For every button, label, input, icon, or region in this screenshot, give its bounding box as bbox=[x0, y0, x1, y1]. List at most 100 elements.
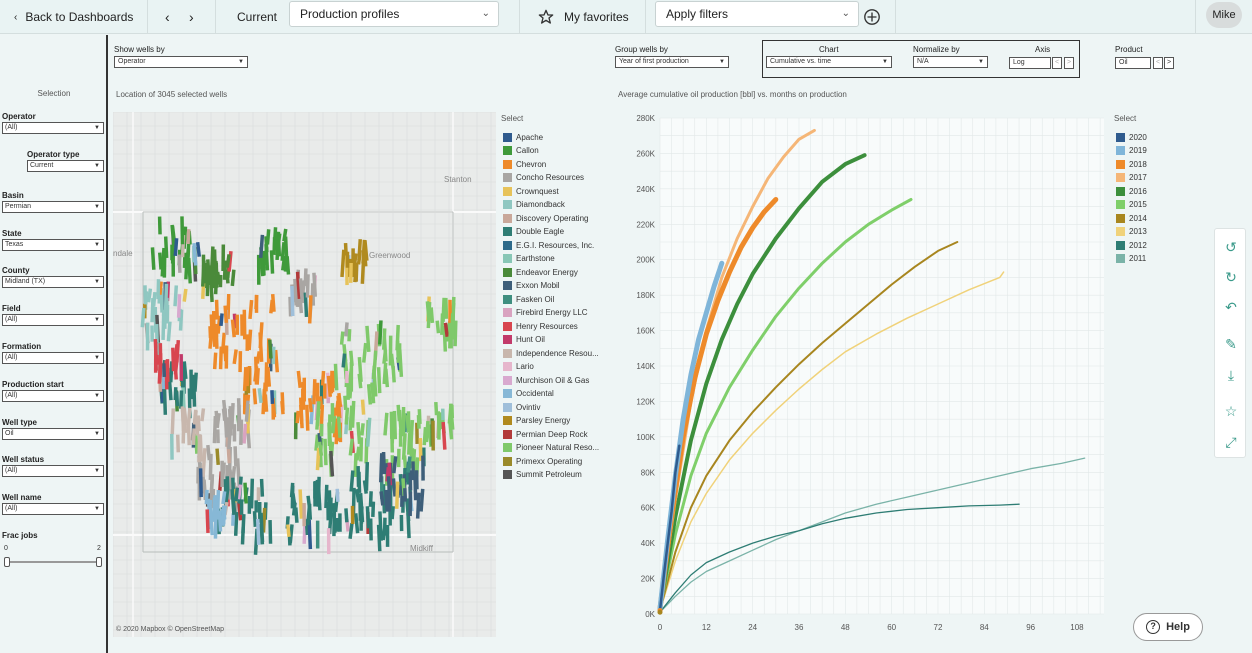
map-place-label: Greenwood bbox=[369, 251, 411, 260]
legend-item[interactable]: 2011 bbox=[1116, 253, 1146, 265]
map-canvas[interactable] bbox=[113, 112, 496, 637]
legend-item[interactable]: Pioneer Natural Reso... bbox=[503, 442, 599, 454]
filter-select[interactable]: (All) ▼ bbox=[2, 122, 104, 134]
well-segment bbox=[357, 471, 362, 494]
legend-item[interactable]: 2020 bbox=[1116, 131, 1147, 143]
normalize-select[interactable]: N/A ▼ bbox=[913, 56, 988, 68]
slider-max-handle[interactable] bbox=[96, 557, 102, 567]
fullscreen-button[interactable]: ⤢ bbox=[1221, 432, 1241, 452]
legend-item[interactable]: Discovery Operating bbox=[503, 212, 588, 224]
slider-min-handle[interactable] bbox=[4, 557, 10, 567]
legend-label: 2014 bbox=[1129, 213, 1147, 223]
redo-button[interactable]: ↻ bbox=[1221, 267, 1241, 287]
legend-item[interactable]: Crownquest bbox=[503, 185, 559, 197]
well-segment bbox=[224, 488, 230, 503]
legend-item[interactable]: 2015 bbox=[1116, 199, 1147, 211]
legend-item[interactable]: E.G.I. Resources, Inc. bbox=[503, 239, 594, 251]
product-prev-button[interactable]: < bbox=[1153, 57, 1163, 69]
filter-select[interactable]: Current ▼ bbox=[27, 160, 104, 172]
legend-item[interactable]: 2012 bbox=[1116, 239, 1147, 251]
filter-select[interactable]: Texas ▼ bbox=[2, 239, 104, 251]
filter-select[interactable]: Permian ▼ bbox=[2, 201, 104, 213]
axis-prev-button[interactable]: < bbox=[1052, 57, 1062, 69]
group-wells-select[interactable]: Year of first production ▼ bbox=[615, 56, 729, 68]
legend-label: Exxon Mobil bbox=[516, 281, 560, 290]
filter-select[interactable]: (All) ▼ bbox=[2, 465, 104, 477]
well-location-map[interactable]: Stanton Greenwood Midkiff ndale © 2020 M… bbox=[113, 112, 496, 637]
legend-item[interactable]: Diamondback bbox=[503, 199, 565, 211]
show-wells-select[interactable]: Operator ▼ bbox=[114, 56, 248, 68]
legend-item[interactable]: Exxon Mobil bbox=[503, 280, 560, 292]
dropdown-arrow-icon: ▼ bbox=[238, 59, 244, 65]
revert-button[interactable]: ↶ bbox=[1221, 297, 1241, 317]
help-button[interactable]: ? Help bbox=[1133, 613, 1203, 641]
back-to-dashboards-button[interactable]: ‹ Back to Dashboards bbox=[14, 0, 133, 34]
legend-item[interactable]: Endeavor Energy bbox=[503, 266, 578, 278]
dropdown-arrow-icon: ▼ bbox=[94, 125, 100, 131]
well-segment bbox=[426, 301, 432, 329]
legend-item[interactable]: Firebird Energy LLC bbox=[503, 307, 588, 319]
filter-select[interactable]: (All) ▼ bbox=[2, 314, 104, 326]
legend-item[interactable]: Double Eagle bbox=[503, 226, 564, 238]
legend-item[interactable]: 2018 bbox=[1116, 158, 1147, 170]
product-next-button[interactable]: > bbox=[1164, 57, 1174, 69]
legend-item[interactable]: Parsley Energy bbox=[503, 415, 570, 427]
well-segment bbox=[450, 313, 455, 329]
history-back-button[interactable]: ‹ bbox=[165, 0, 170, 34]
well-segment bbox=[206, 444, 212, 461]
well-segment bbox=[381, 484, 387, 514]
x-tick-label: 0 bbox=[658, 623, 663, 632]
legend-item[interactable]: Concho Resources bbox=[503, 172, 584, 184]
well-segment bbox=[376, 524, 382, 552]
frac-jobs-slider[interactable] bbox=[6, 561, 101, 563]
well-segment bbox=[406, 456, 412, 473]
legend-item[interactable]: 2019 bbox=[1116, 145, 1147, 157]
legend-item[interactable]: 2014 bbox=[1116, 212, 1147, 224]
download-button[interactable]: ⤓ bbox=[1221, 365, 1241, 385]
well-segment bbox=[218, 346, 223, 370]
axis-select[interactable]: Log bbox=[1009, 57, 1051, 69]
filter-select[interactable]: (All) ▼ bbox=[2, 352, 104, 364]
well-segment bbox=[255, 367, 260, 385]
apply-filters-select[interactable]: Apply filters ⌄ bbox=[655, 1, 859, 27]
legend-item[interactable]: Occidental bbox=[503, 388, 554, 400]
filter-select[interactable]: Midland (TX) ▼ bbox=[2, 276, 104, 288]
user-avatar[interactable]: Mike bbox=[1206, 2, 1242, 28]
apply-filters-placeholder: Apply filters bbox=[666, 7, 729, 21]
legend-item[interactable]: 2017 bbox=[1116, 172, 1147, 184]
production-chart[interactable]: 0K 20K 40K 60K 80K 100K 120K 140K 160K 180K 200K 22… bbox=[614, 112, 1110, 642]
legend-item[interactable]: Henry Resources bbox=[503, 320, 578, 332]
my-favorites-button[interactable]: My favorites bbox=[538, 0, 629, 34]
legend-item[interactable]: Hunt Oil bbox=[503, 334, 545, 346]
legend-item[interactable]: Callon bbox=[503, 145, 539, 157]
filter-select[interactable]: (All) ▼ bbox=[2, 503, 104, 515]
legend-label: Independence Resou... bbox=[516, 348, 599, 358]
legend-item[interactable]: Chevron bbox=[503, 158, 546, 170]
add-filter-button[interactable] bbox=[863, 0, 881, 34]
legend-item[interactable]: Fasken Oil bbox=[503, 293, 554, 305]
well-segment bbox=[249, 478, 255, 509]
legend-item[interactable]: Independence Resou... bbox=[503, 347, 599, 359]
legend-item[interactable]: Earthstone bbox=[503, 253, 555, 265]
current-view-select[interactable]: Production profiles ⌄ bbox=[289, 1, 499, 27]
product-select[interactable]: Oil bbox=[1115, 57, 1151, 69]
filter-select[interactable]: Oil ▼ bbox=[2, 428, 104, 440]
legend-item[interactable]: 2013 bbox=[1116, 226, 1147, 238]
well-segment bbox=[328, 497, 333, 517]
undo-button[interactable]: ↺ bbox=[1221, 237, 1241, 257]
favorite-button[interactable]: ☆ bbox=[1221, 401, 1241, 421]
chart-type-select[interactable]: Cumulative vs. time ▼ bbox=[766, 56, 892, 68]
legend-item[interactable]: Primexx Operating bbox=[503, 455, 582, 467]
edit-button[interactable]: ✎ bbox=[1221, 334, 1241, 354]
filter-select[interactable]: (All) ▼ bbox=[2, 390, 104, 402]
legend-item[interactable]: Apache bbox=[503, 131, 543, 143]
axis-next-button[interactable]: > bbox=[1064, 57, 1074, 69]
legend-item[interactable]: 2016 bbox=[1116, 185, 1147, 197]
legend-item[interactable]: Ovintiv bbox=[503, 401, 540, 413]
legend-item[interactable]: Summit Petroleum bbox=[503, 469, 582, 481]
legend-label: Chevron bbox=[516, 159, 547, 169]
legend-item[interactable]: Lario bbox=[503, 361, 534, 373]
legend-item[interactable]: Permian Deep Rock bbox=[503, 428, 588, 440]
history-forward-button[interactable]: › bbox=[189, 0, 194, 34]
legend-item[interactable]: Murchison Oil & Gas bbox=[503, 374, 589, 386]
